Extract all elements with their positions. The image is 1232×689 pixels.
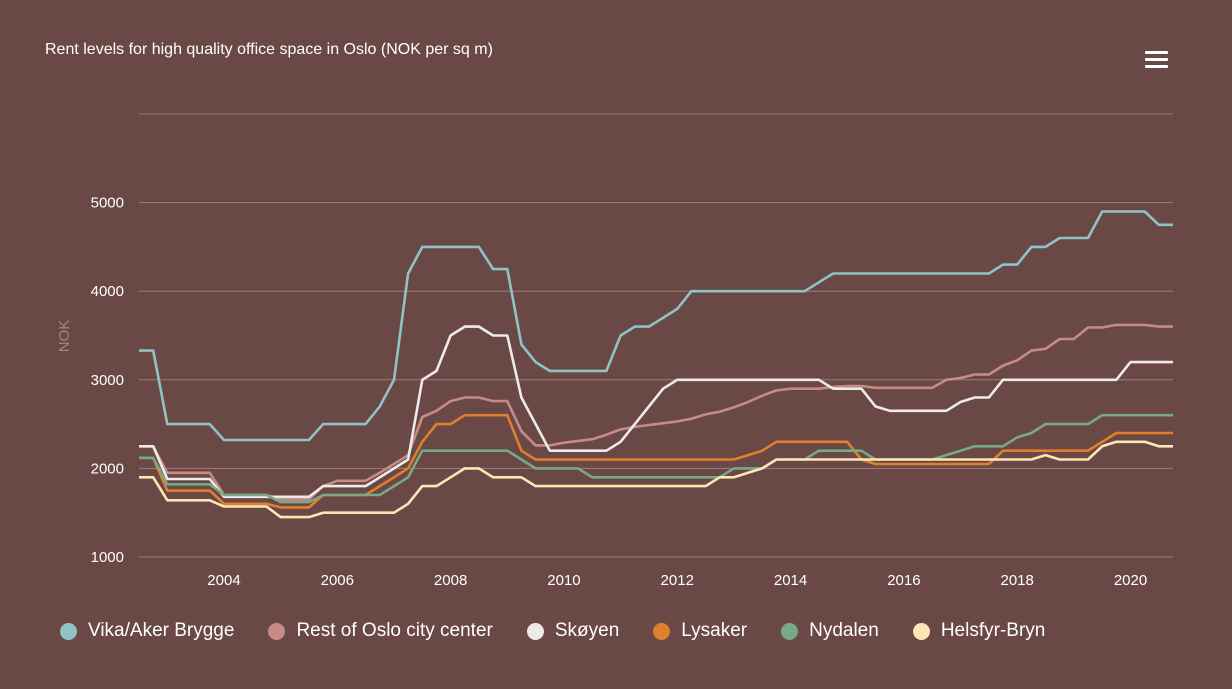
legend-label: Skøyen xyxy=(554,620,620,641)
legend-marker-icon xyxy=(653,622,671,640)
legend-label: Rest of Oslo city center xyxy=(296,620,493,641)
series-line-lysaker[interactable] xyxy=(139,413,1173,509)
legend-label: Nydalen xyxy=(809,620,879,641)
legend-item[interactable]: Helsfyr-Bryn xyxy=(912,620,1046,642)
y-tick-label: 5000 xyxy=(91,195,124,212)
legend: Vika/Aker Brygge Rest of Oslo city center… xyxy=(60,620,1079,642)
legend-label: Helsfyr-Bryn xyxy=(940,620,1046,641)
gridlines xyxy=(139,113,1173,558)
legend-marker-icon xyxy=(912,622,930,640)
series-line-nydalen[interactable] xyxy=(139,413,1173,504)
series-line-helsfyr-bryn[interactable] xyxy=(139,440,1173,519)
legend-marker-icon xyxy=(781,622,799,640)
line-chart: 1000 2000 3000 4000 5000 2004 2006 2008 2010 201… xyxy=(56,113,1173,589)
legend-item[interactable]: Vika/Aker Brygge xyxy=(60,620,234,642)
legend-item[interactable]: Lysaker xyxy=(653,620,747,642)
x-axis-ticks: 2004 2006 2008 2010 2012 2014 2016 2018 2020 xyxy=(207,572,1147,589)
legend-item[interactable]: Rest of Oslo city center xyxy=(268,620,493,642)
x-tick-label: 2016 xyxy=(887,572,920,589)
y-axis-label: NOK xyxy=(56,320,73,353)
series-line-rest-of-oslo-city-center[interactable] xyxy=(139,323,1173,501)
series-lines xyxy=(139,210,1173,519)
legend-label: Lysaker xyxy=(681,620,748,641)
chart-title: Rent levels for high quality office spac… xyxy=(45,41,493,58)
x-tick-label: 2004 xyxy=(207,572,240,589)
legend-label: Vika/Aker Brygge xyxy=(88,620,235,641)
x-tick-label: 2018 xyxy=(1001,572,1034,589)
legend-marker-icon xyxy=(268,622,286,640)
y-tick-label: 3000 xyxy=(91,372,124,389)
x-tick-label: 2010 xyxy=(547,572,580,589)
hamburger-menu-icon[interactable] xyxy=(1140,48,1172,72)
legend-marker-icon xyxy=(60,622,77,640)
x-tick-label: 2020 xyxy=(1114,572,1147,589)
legend-marker-icon xyxy=(526,622,544,640)
x-tick-label: 2006 xyxy=(321,572,354,589)
legend-item[interactable]: Skøyen xyxy=(526,620,620,642)
x-tick-label: 2014 xyxy=(774,572,807,589)
y-tick-label: 1000 xyxy=(91,549,124,566)
series-line-sk-yen[interactable] xyxy=(139,325,1173,499)
series-line-vika-aker-brygge[interactable] xyxy=(139,210,1173,442)
y-axis-ticks: 1000 2000 3000 4000 5000 xyxy=(91,195,124,566)
legend-item[interactable]: Nydalen xyxy=(781,620,879,642)
y-tick-label: 2000 xyxy=(91,460,124,477)
x-tick-label: 2012 xyxy=(661,572,694,589)
x-tick-label: 2008 xyxy=(434,572,467,589)
y-tick-label: 4000 xyxy=(91,283,124,300)
